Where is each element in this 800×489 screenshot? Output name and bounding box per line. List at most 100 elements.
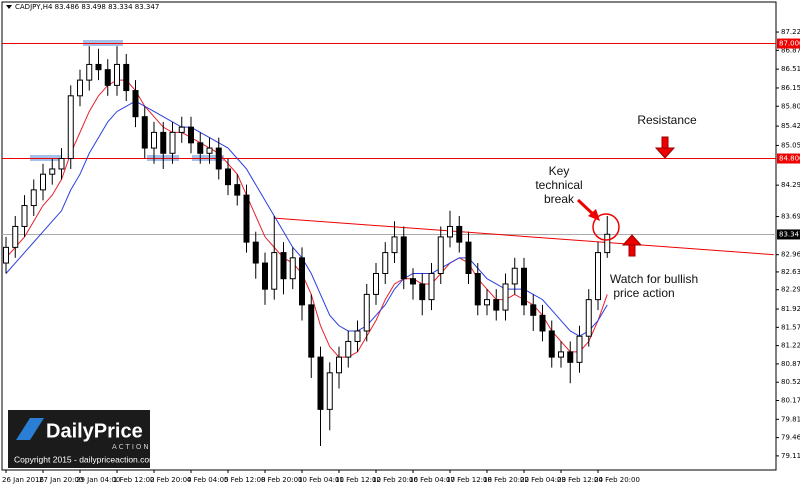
x-tick-label: 1 Feb 12:00 (113, 476, 154, 484)
candle-body (354, 330, 361, 342)
candle-body (280, 252, 287, 280)
highlight (192, 155, 224, 161)
candle-body (225, 168, 231, 186)
y-tick-label: 85.420 (781, 122, 800, 130)
y-tick-label: 80.170 (781, 396, 800, 404)
candle-body (493, 299, 500, 311)
candle-body (539, 314, 546, 332)
candle-body (104, 69, 111, 86)
candle-body (169, 131, 176, 154)
candle-body (215, 147, 222, 170)
y-tick-label: 85.050 (781, 141, 800, 149)
arrow-head (621, 234, 643, 246)
y-tick-label: 79.110 (781, 452, 800, 460)
candle-body (391, 236, 398, 254)
highlight-circle (592, 213, 620, 241)
candle-body (252, 241, 259, 264)
candle-body (345, 340, 352, 358)
y-tick-label: 81.920 (781, 305, 800, 313)
x-tick-label: 12 Feb 20:00 (372, 476, 418, 484)
level-label: 84.800 (779, 155, 800, 163)
x-tick-label: 26 Jan 2016 (2, 476, 45, 484)
candle-body (30, 189, 37, 207)
candle-body (511, 267, 518, 285)
arrow-head (588, 209, 600, 221)
x-tick-label: 8 Feb 20:00 (261, 476, 302, 484)
candle-body (465, 241, 472, 274)
symbol-header: CADJPY,H4 83.486 83.498 83.334 83.347 (15, 3, 159, 11)
candle-body (206, 147, 213, 154)
x-tick-label: 16 Feb 04:00 (409, 476, 455, 484)
candle-body (3, 246, 9, 264)
logo-tagline: ACTION (112, 443, 151, 451)
y-tick-label: 81.570 (781, 323, 800, 331)
candle-body (12, 225, 19, 248)
x-tick-label: 17 Feb 12:00 (446, 476, 492, 484)
y-tick-label: 79.460 (781, 434, 800, 442)
y-tick-label: 82.630 (781, 268, 800, 276)
candle-body (178, 126, 185, 133)
candle-body (604, 233, 611, 254)
candle-body (243, 194, 250, 243)
candle-body (132, 90, 139, 118)
candle-body (197, 142, 204, 154)
menu-arrow (6, 5, 12, 9)
candle-body (67, 95, 74, 160)
candle-body (419, 283, 426, 301)
x-tick-label: 23 Feb 12:00 (557, 476, 603, 484)
y-tick-label: 80.870 (781, 360, 800, 368)
x-tick-label: 2 Feb 20:00 (150, 476, 191, 484)
candle-body (437, 236, 444, 274)
candle-body (141, 116, 148, 149)
candle-body (271, 252, 278, 290)
candle-body (558, 351, 564, 358)
candle-body (86, 63, 93, 81)
candle-body (548, 330, 555, 358)
annotation: Key (549, 164, 570, 178)
candle-body (160, 131, 167, 154)
marks (2, 43, 776, 446)
candle-body (326, 372, 333, 410)
candle-body (595, 252, 601, 301)
x-tick-label: 5 Feb 12:00 (224, 476, 265, 484)
candle-body (299, 257, 305, 306)
x-tick-label: 18 Feb 20:00 (483, 476, 529, 484)
level-label-box (777, 153, 800, 164)
candle-body (410, 278, 416, 285)
arrow-head (654, 147, 676, 159)
candle-body (308, 304, 315, 358)
candle-body (502, 283, 509, 311)
y-tick-label: 85.800 (781, 102, 800, 110)
y-tick-label: 82.290 (781, 286, 800, 294)
candle-body (336, 356, 342, 374)
trendline (274, 217, 774, 256)
arrow (661, 136, 669, 150)
y-tick-label: 87.220 (781, 28, 800, 36)
candle-body (474, 272, 481, 306)
x-tick-label: 29 Jan 04:00 (76, 476, 120, 484)
y-tick-label: 86.510 (781, 65, 800, 73)
candle-body (58, 158, 65, 170)
candle-body (456, 225, 463, 243)
x-tick-label: 10 Feb 04:00 (298, 476, 344, 484)
candle-body (151, 131, 157, 149)
price-label: 83.347 (779, 230, 800, 238)
y-tick-label: 81.220 (781, 342, 800, 350)
candle-body (114, 63, 120, 86)
candle-body (567, 351, 574, 363)
level-label-box (777, 38, 800, 49)
annotation: Watch for bullish (610, 272, 698, 286)
candle-body (77, 79, 83, 97)
logo-copyright: Copyright 2015 - dailypriceaction.com (14, 454, 156, 464)
x-tick-label: 22 Feb 04:00 (520, 476, 566, 484)
level-label: 87.000 (779, 40, 800, 48)
price-label-box (777, 229, 800, 240)
y-tick-label: 83.690 (781, 213, 800, 221)
candle-body (40, 173, 46, 191)
y-tick-label: 84.290 (781, 181, 800, 189)
y-tick-label: 80.520 (781, 378, 800, 386)
y-tick-label: 86.150 (781, 84, 800, 92)
candle-body (484, 299, 490, 306)
annotation: technical (535, 178, 582, 192)
